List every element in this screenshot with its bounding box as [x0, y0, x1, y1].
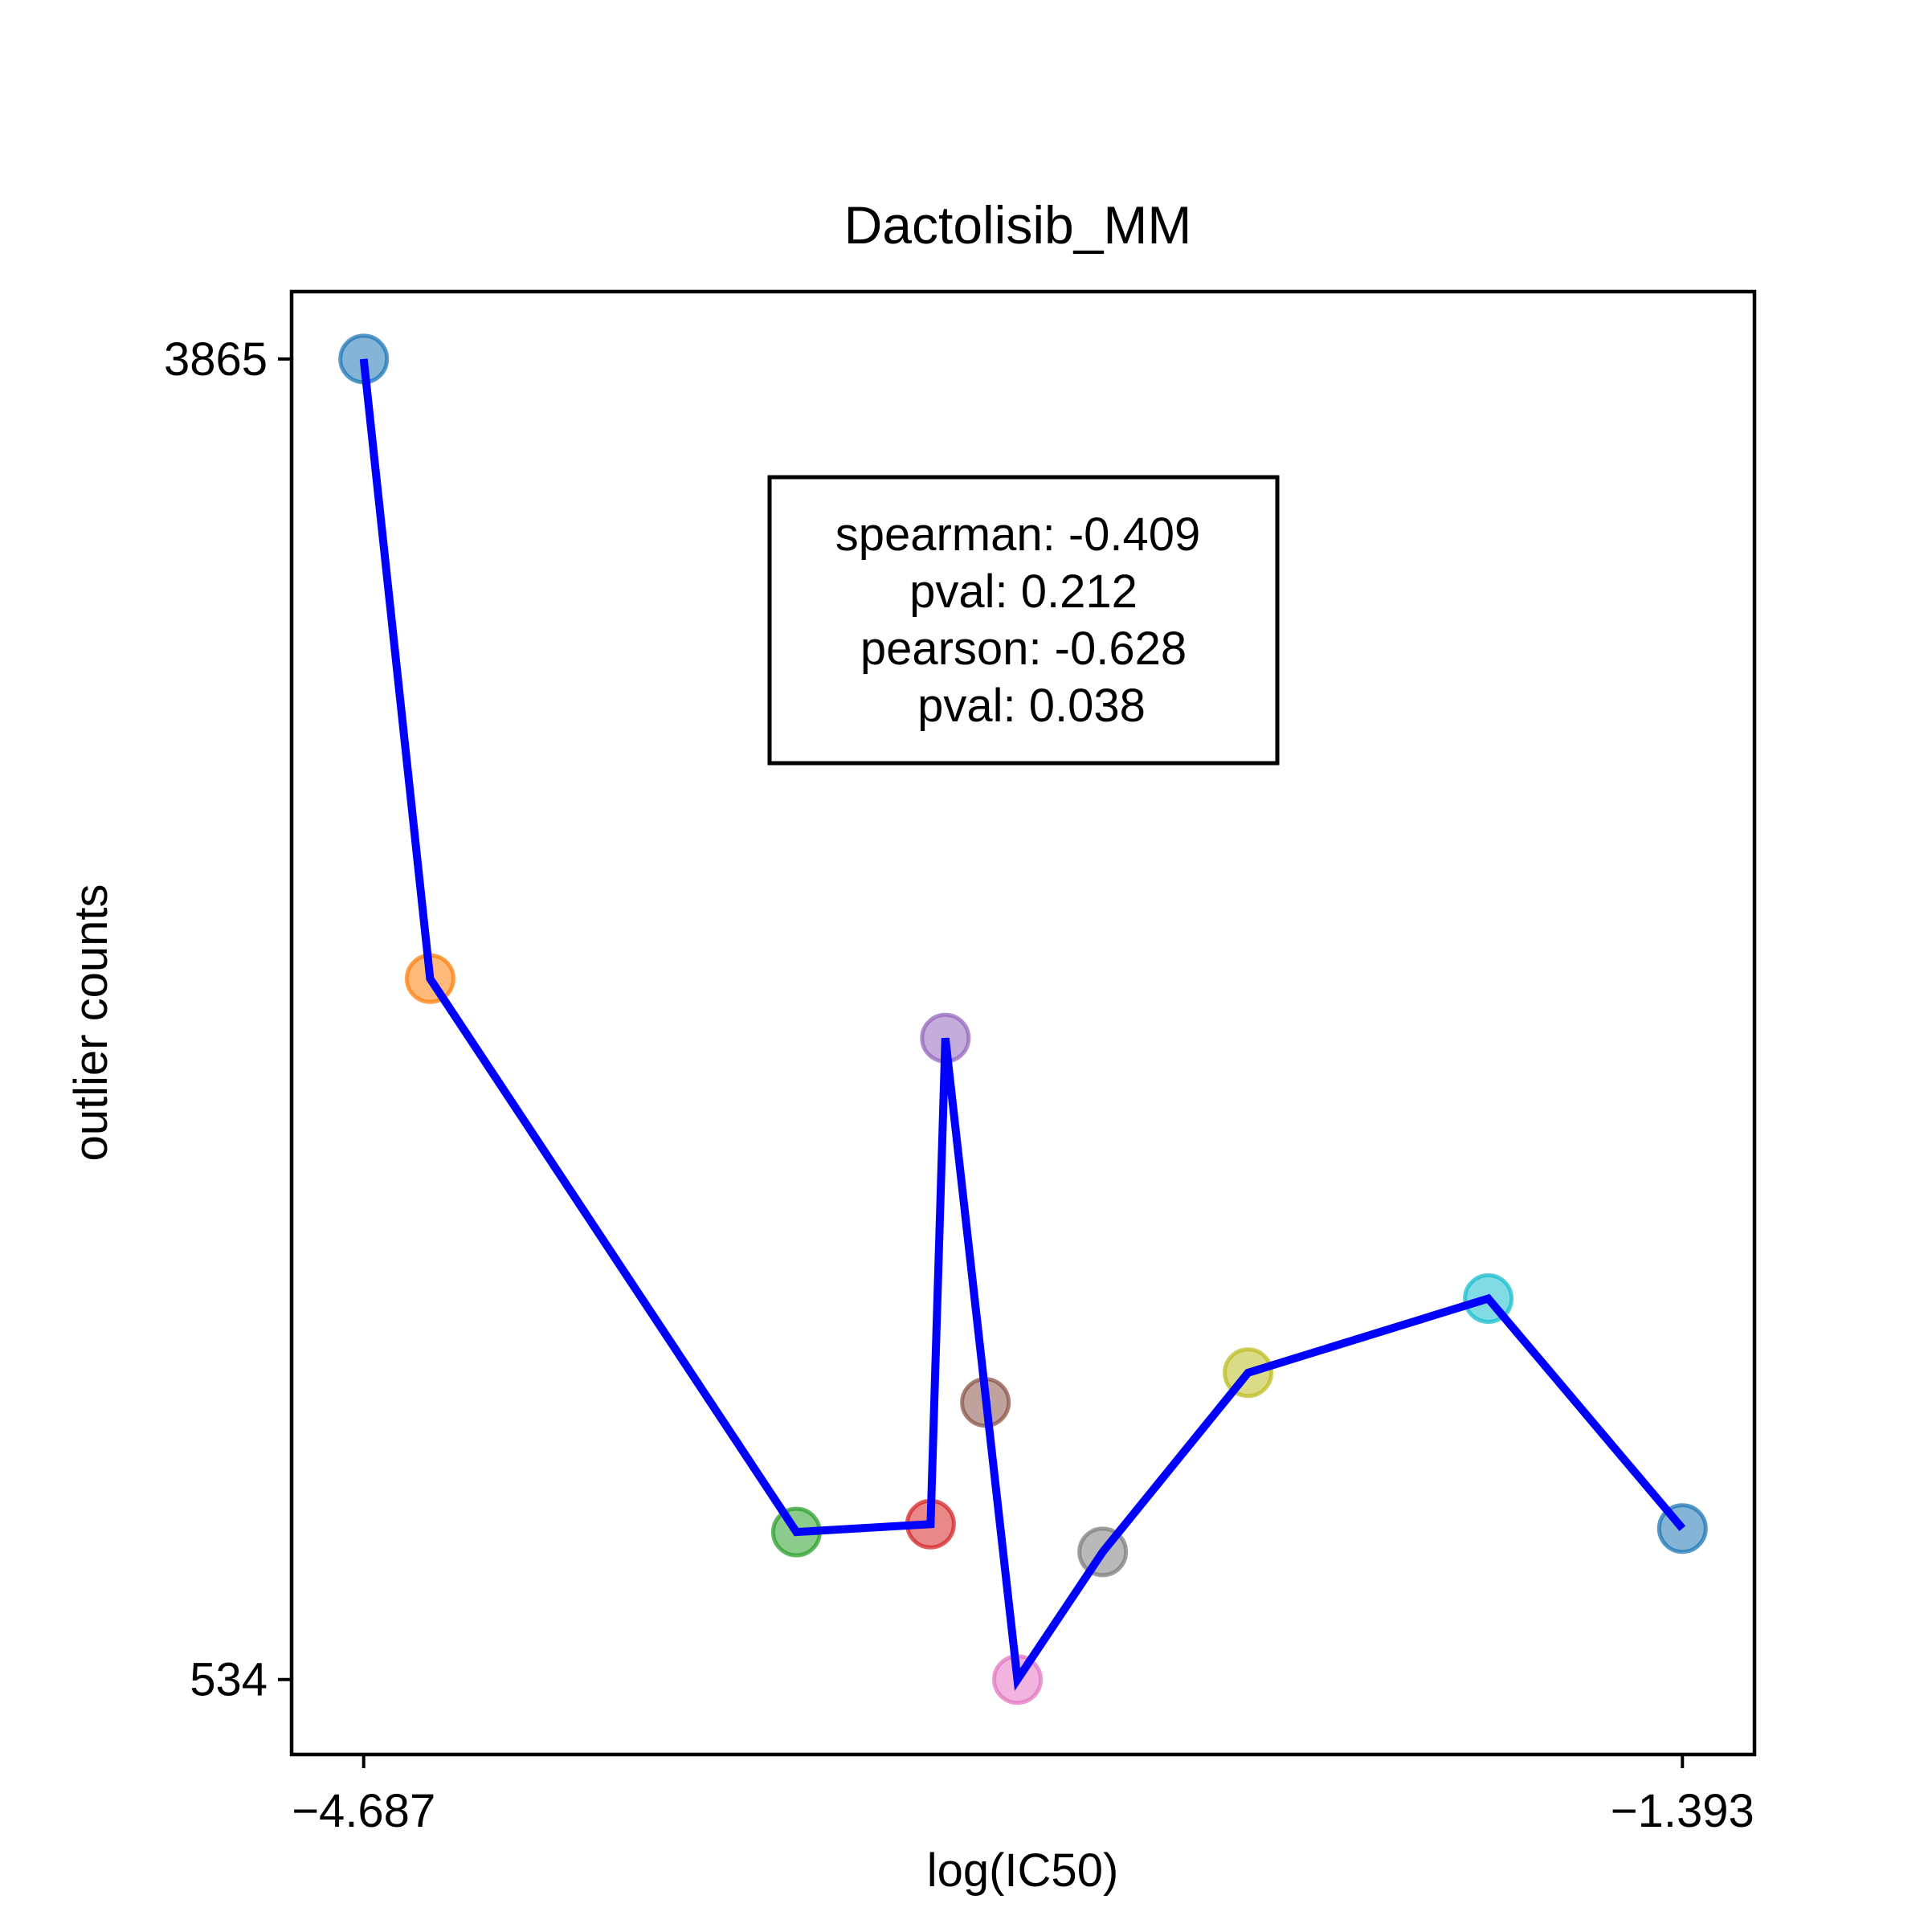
x-axis-label: log(IC50) [927, 1844, 1119, 1897]
plot-area-frame [289, 289, 1757, 1757]
stats-line-pearson-pval: pval: 0.038 [917, 680, 1146, 732]
connecting-line-layer [359, 358, 1686, 1691]
y-tick-label: 534 [190, 1654, 268, 1706]
y-axis-label: outlier counts [65, 884, 117, 1162]
y-tick-label: 3865 [164, 333, 268, 386]
stats-line-spearman: spearman: -0.409 [835, 509, 1201, 561]
x-tick-label: −4.687 [292, 1785, 435, 1837]
series-line [359, 358, 1686, 1691]
stats-annotation-box: spearman: -0.409 pval: 0.212 pearson: -0… [767, 475, 1280, 766]
stats-box-frame [767, 475, 1280, 766]
axis-ticks: −4.687 −1.393 3865 534 [164, 333, 1754, 1837]
stats-line-spearman-pval: pval: 0.212 [909, 566, 1138, 618]
stats-line-pearson: pearson: -0.628 [860, 623, 1187, 675]
chart-title: Dactolisib_MM [844, 195, 1192, 255]
x-tick-label: −1.393 [1611, 1785, 1754, 1837]
